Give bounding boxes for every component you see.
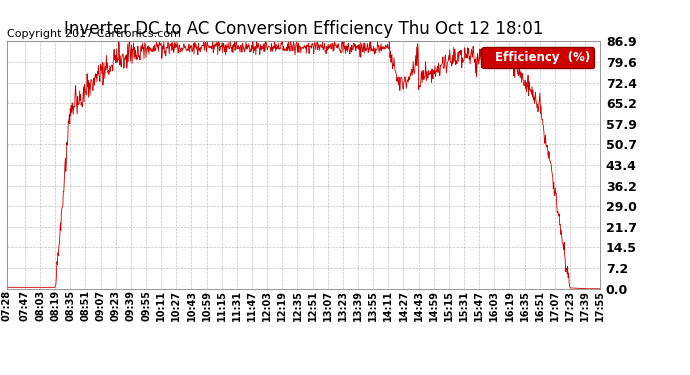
Legend: Efficiency  (%): Efficiency (%) [482, 47, 594, 68]
Text: Copyright 2017 Cartronics.com: Copyright 2017 Cartronics.com [7, 29, 181, 39]
Title: Inverter DC to AC Conversion Efficiency Thu Oct 12 18:01: Inverter DC to AC Conversion Efficiency … [64, 20, 543, 38]
